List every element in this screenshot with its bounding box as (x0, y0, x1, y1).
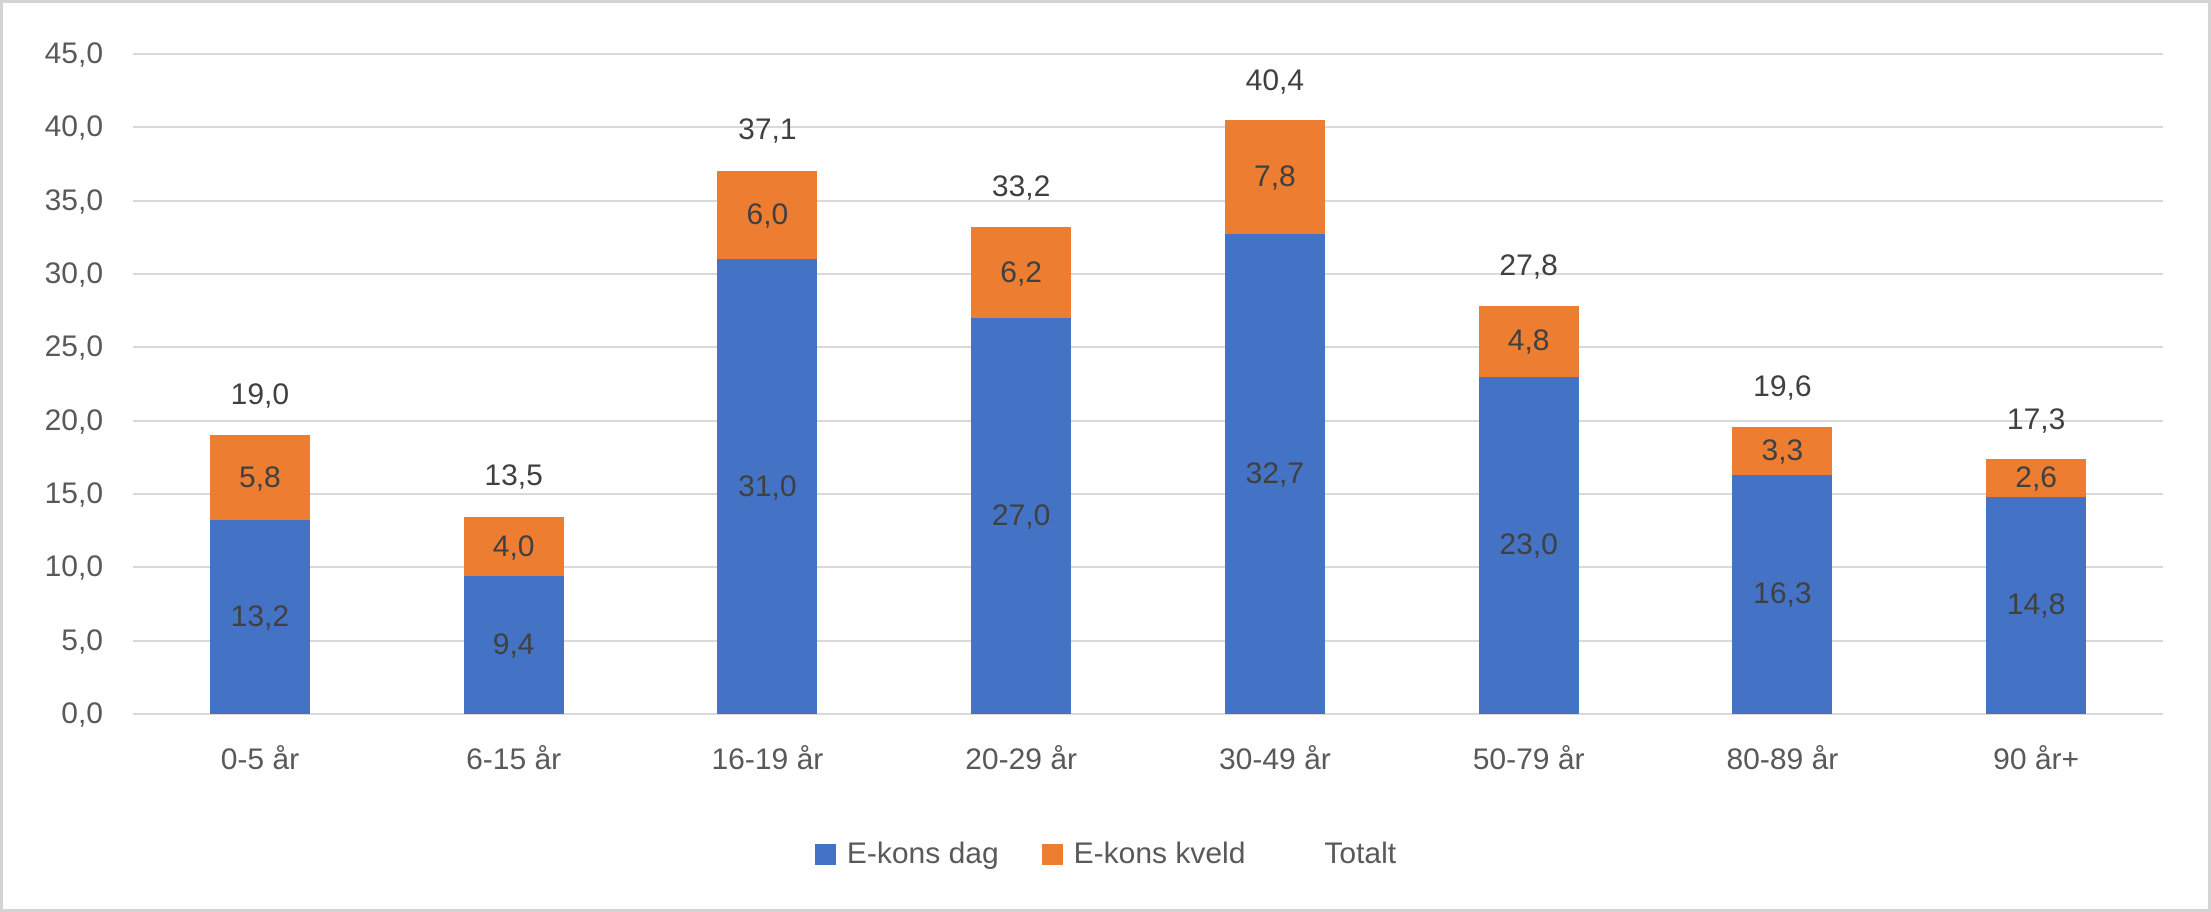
data-label-E-kons dag: 9,4 (492, 628, 535, 662)
y-tick-label: 15,0 (44, 477, 103, 510)
gridline-15 (133, 493, 2163, 495)
y-tick-label: 40,0 (44, 110, 103, 144)
plot-area (133, 53, 2163, 715)
total-label-Totalt: 40,4 (1245, 64, 1305, 98)
legend-label: E-kons kveld (1073, 837, 1246, 870)
data-label-E-kons kveld: 5,8 (239, 460, 281, 494)
segment-E-kons kveld[interactable]: 5,8 (209, 435, 310, 521)
total-label-Totalt: 19,6 (1753, 369, 1812, 403)
data-label-E-kons kveld: 2,6 (2015, 460, 2057, 494)
total-label-Totalt: 17,3 (2006, 403, 2066, 437)
data-label-E-kons dag: 32,7 (1245, 457, 1305, 491)
bar-stack-80-89 år[interactable]: 16,3 3,3 (1732, 426, 1833, 714)
gridline-20 (133, 419, 2163, 422)
y-tick-label: 30,0 (44, 257, 103, 290)
segment-E-kons dag[interactable]: 16,3 (1732, 474, 1833, 714)
gridline-35 (133, 199, 2163, 202)
data-label-E-kons kveld: 3,3 (1761, 433, 1804, 467)
bar-stack-90 år+[interactable]: 14,8 2,6 (1986, 458, 2087, 714)
x-tick-label: 30-49 år (1219, 743, 1331, 776)
total-label-Totalt: 13,5 (484, 459, 543, 492)
x-tick-label: 0-5 år (220, 743, 300, 776)
data-label-E-kons dag: 16,3 (1753, 577, 1812, 611)
bar-stack-6-15 år[interactable]: 9,4 4,0 (463, 517, 564, 714)
legend: E-kons dag E-kons kveld Totalt (3, 834, 2208, 874)
legend-swatch-icon (1041, 843, 1063, 865)
data-label-E-kons dag: 23,0 (1499, 528, 1558, 562)
y-tick-label: 45,0 (44, 37, 103, 70)
legend-item-Totalt[interactable]: Totalt (1324, 834, 1396, 874)
segment-E-kons kveld[interactable]: 4,8 (1478, 306, 1579, 377)
y-tick-label: 25,0 (44, 330, 103, 364)
segment-E-kons dag[interactable]: 13,2 (209, 520, 310, 714)
data-label-E-kons kveld: 6,0 (746, 198, 789, 232)
segment-E-kons dag[interactable]: 27,0 (971, 317, 1072, 714)
segment-E-kons kveld[interactable]: 4,0 (463, 517, 564, 577)
data-label-E-kons kveld: 6,2 (1000, 255, 1042, 289)
gridline-5 (133, 639, 2163, 642)
x-tick-label: 20-29 år (965, 743, 1077, 776)
legend-item-E-kons dag[interactable]: E-kons dag (814, 834, 999, 874)
segment-E-kons dag[interactable]: 31,0 (717, 259, 818, 714)
gridline-25 (133, 346, 2163, 349)
data-label-E-kons kveld: 4,0 (492, 529, 535, 563)
data-label-E-kons kveld: 7,8 (1254, 160, 1296, 194)
data-label-E-kons dag: 27,0 (991, 498, 1051, 532)
x-tick-label: 6-15 år (466, 743, 562, 776)
total-label-Totalt: 27,8 (1499, 249, 1558, 283)
y-tick-label: 5,0 (61, 623, 103, 657)
segment-E-kons kveld[interactable]: 6,0 (717, 171, 818, 260)
bar-stack-16-19 år[interactable]: 31,0 6,0 (717, 171, 818, 714)
bar-stack-50-79 år[interactable]: 23,0 4,8 (1478, 306, 1579, 714)
segment-E-kons dag[interactable]: 9,4 (463, 576, 564, 714)
x-tick-label: 50-79 år (1472, 743, 1585, 776)
segment-E-kons kveld[interactable]: 3,3 (1732, 426, 1833, 475)
gridline-10 (133, 566, 2163, 569)
total-label-Totalt: 37,1 (738, 112, 797, 146)
gridline-45 (133, 53, 2163, 55)
segment-E-kons kveld[interactable]: 7,8 (1224, 120, 1325, 235)
data-label-E-kons dag: 31,0 (738, 469, 797, 503)
y-tick-label: 35,0 (44, 183, 103, 217)
data-label-E-kons dag: 14,8 (2006, 588, 2066, 622)
bar-stack-20-29 år[interactable]: 27,0 6,2 (971, 227, 1072, 714)
gridline-0 (133, 713, 2163, 715)
segment-E-kons dag[interactable]: 32,7 (1224, 234, 1325, 714)
x-tick-label: 80-89 år (1726, 743, 1839, 776)
segment-E-kons dag[interactable]: 23,0 (1478, 376, 1579, 714)
total-label-Totalt: 33,2 (991, 170, 1051, 204)
legend-swatch-icon (814, 843, 836, 865)
legend-label: E-kons dag (846, 837, 999, 870)
x-tick-label: 90 år+ (1993, 743, 2080, 776)
gridline-40 (133, 126, 2163, 129)
x-tick-label: 16-19 år (711, 743, 824, 776)
gridline-30 (133, 273, 2163, 275)
data-label-E-kons dag: 13,2 (230, 600, 290, 634)
y-tick-label: 20,0 (44, 403, 103, 437)
y-tick-label: 10,0 (44, 550, 103, 584)
bar-stack-30-49 år[interactable]: 32,7 7,8 (1224, 120, 1325, 714)
segment-E-kons kveld[interactable]: 6,2 (971, 227, 1072, 318)
legend-item-E-kons kveld[interactable]: E-kons kveld (1041, 834, 1246, 874)
y-tick-label: 0,0 (61, 697, 103, 730)
data-label-E-kons kveld: 4,8 (1507, 324, 1550, 358)
segment-E-kons dag[interactable]: 14,8 (1986, 496, 2087, 714)
total-label-Totalt: 19,0 (230, 378, 290, 412)
segment-E-kons kveld[interactable]: 2,6 (1986, 458, 2087, 497)
bar-stack-0-5 år[interactable]: 13,2 5,8 (209, 435, 310, 714)
legend-label: Totalt (1324, 837, 1397, 870)
